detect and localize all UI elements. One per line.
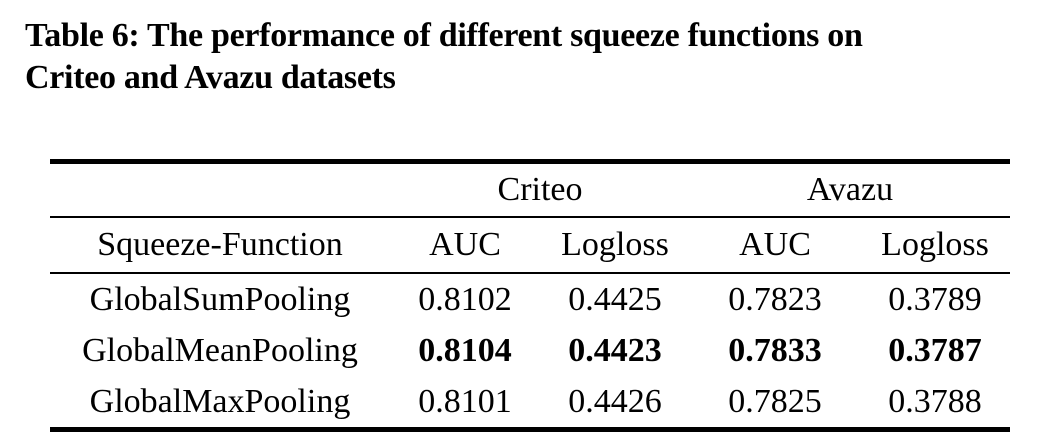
cell-criteo-auc: 0.8101 bbox=[418, 382, 512, 420]
table-row-globalmaxpooling: GlobalMaxPooling 0.8101 0.4426 0.7825 0.… bbox=[50, 376, 1010, 430]
cell-avazu-logloss: 0.3788 bbox=[888, 382, 982, 420]
table-row-globalsumpooling: GlobalSumPooling 0.8102 0.4425 0.7823 0.… bbox=[50, 273, 1010, 325]
column-header-avazu-logloss: Logloss bbox=[860, 217, 1011, 274]
table-caption-line-2: Criteo and Avazu datasets bbox=[25, 59, 396, 96]
cell-avazu-logloss: 0.3789 bbox=[888, 280, 982, 318]
cell-avazu-auc: 0.7825 bbox=[728, 382, 822, 420]
cell-criteo-logloss: 0.4423 bbox=[568, 331, 662, 369]
group-header-avazu: Avazu bbox=[690, 161, 1011, 218]
cell-criteo-auc: 0.8102 bbox=[418, 280, 512, 318]
table-row-globalmeanpooling: GlobalMeanPooling 0.8104 0.4423 0.7833 0… bbox=[50, 325, 1010, 376]
cell-avazu-auc: 0.7833 bbox=[728, 331, 822, 369]
cell-avazu-auc: 0.7823 bbox=[728, 280, 822, 318]
column-header-row: Squeeze-Function AUC Logloss AUC Logloss bbox=[50, 217, 1011, 274]
cell-avazu-logloss: 0.3787 bbox=[888, 331, 982, 369]
table-caption: Table 6: The performance of different sq… bbox=[25, 15, 1025, 99]
column-header-squeeze-function: Squeeze-Function bbox=[50, 217, 390, 274]
table-caption-line-1: Table 6: The performance of different sq… bbox=[25, 17, 863, 54]
cell-criteo-auc: 0.8104 bbox=[418, 331, 512, 369]
group-header-criteo: Criteo bbox=[390, 161, 691, 218]
row-label: GlobalMaxPooling bbox=[89, 382, 351, 420]
results-table-wrapper: Criteo Avazu Squeeze-Function AUC Loglos… bbox=[50, 159, 1011, 432]
column-header-avazu-auc: AUC bbox=[690, 217, 861, 274]
column-header-criteo-auc: AUC bbox=[390, 217, 540, 274]
results-table: Criteo Avazu Squeeze-Function AUC Loglos… bbox=[50, 159, 1011, 432]
cell-criteo-logloss: 0.4425 bbox=[568, 280, 662, 318]
dataset-group-header-row: Criteo Avazu bbox=[50, 161, 1011, 218]
group-header-spacer bbox=[50, 161, 390, 218]
column-header-criteo-logloss: Logloss bbox=[540, 217, 691, 274]
row-label: GlobalMeanPooling bbox=[82, 331, 358, 369]
cell-criteo-logloss: 0.4426 bbox=[568, 382, 662, 420]
row-label: GlobalSumPooling bbox=[89, 280, 351, 318]
